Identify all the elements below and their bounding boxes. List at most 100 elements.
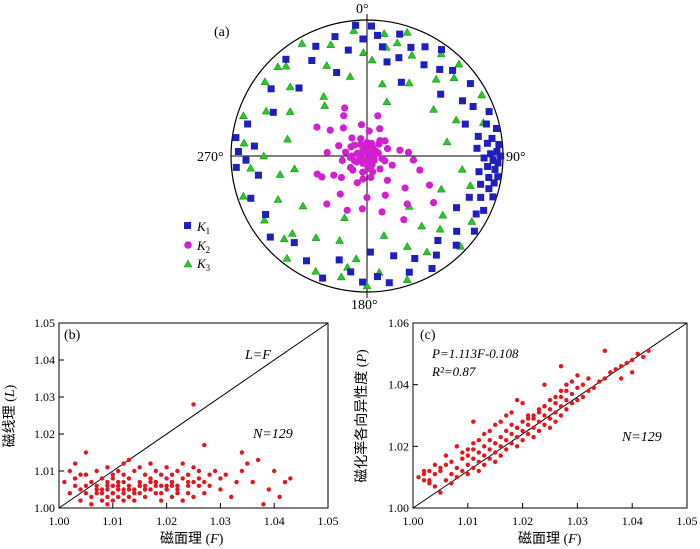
axis-ticks-b: 1.00 1.01 1.02 1.03 1.04 1.05 1.00 1.01 1.02 1.03… — [34, 316, 339, 528]
data-point-c — [498, 434, 503, 440]
y-tick-label-b: 1.01 — [34, 464, 55, 478]
k1-point — [282, 55, 290, 63]
k3-point — [273, 62, 283, 71]
k2-point — [396, 146, 404, 154]
k1-point — [428, 265, 436, 272]
data-point-b — [169, 483, 175, 488]
k1-point — [489, 156, 497, 164]
x-tick-label-c: 1.00 — [403, 514, 424, 528]
data-point-b — [132, 498, 137, 503]
data-point-c — [580, 394, 586, 400]
x-tick-label-b: 1.05 — [318, 514, 339, 528]
k1-point — [437, 90, 445, 98]
k2-point — [369, 168, 377, 176]
k2-point — [337, 173, 345, 182]
k2-point — [357, 121, 366, 129]
data-point-c — [476, 468, 481, 474]
legend-k3-name: K — [196, 256, 207, 271]
data-point-b — [239, 450, 245, 455]
r-squared: R²=0.87 — [431, 364, 476, 379]
k2-point — [336, 190, 344, 198]
y-title-c-open: ( — [355, 362, 370, 371]
sample-count-b: N=129 — [252, 427, 293, 442]
k1-point — [494, 159, 502, 167]
k2-point — [363, 194, 371, 202]
x-title-b-text: 磁面理 — [160, 531, 202, 547]
k3-point — [285, 82, 295, 91]
k1-point — [485, 185, 493, 193]
x-tick-label-c: 1.02 — [512, 514, 533, 528]
data-point-c — [443, 453, 449, 458]
data-point-c — [465, 462, 470, 467]
data-point-c — [580, 382, 586, 387]
k3-point — [238, 191, 248, 200]
data-point-b — [94, 487, 99, 492]
data-point-b — [121, 498, 126, 503]
k2-point — [404, 148, 413, 156]
data-point-c — [416, 475, 421, 480]
k2-point — [369, 144, 377, 152]
data-point-b — [191, 402, 196, 407]
data-point-c — [465, 447, 470, 452]
k2-point — [323, 148, 331, 157]
k3-point — [465, 181, 475, 189]
data-point-c — [558, 413, 564, 418]
x-tick-label-b: 1.04 — [264, 514, 285, 528]
k1-point — [469, 103, 477, 110]
data-point-b — [277, 494, 282, 500]
data-point-b — [202, 442, 207, 448]
k2-point — [381, 137, 389, 145]
k1-point — [250, 142, 258, 150]
data-point-b — [121, 472, 126, 477]
k3-point — [435, 224, 445, 233]
data-point-b — [191, 479, 196, 485]
data-point-c — [509, 441, 514, 446]
k1-point — [254, 171, 262, 179]
data-point-c — [514, 397, 520, 403]
legend-k1-subscript: 1 — [206, 226, 211, 236]
data-point-b — [94, 468, 99, 474]
y-tick-label-b: 1.00 — [34, 501, 55, 515]
data-point-c — [569, 401, 575, 406]
k1-point — [480, 154, 488, 162]
data-point-b — [116, 483, 121, 488]
data-point-c — [525, 431, 531, 437]
data-point-c — [558, 394, 564, 400]
data-point-c — [493, 450, 498, 455]
k2-point — [346, 163, 355, 172]
k3-point — [451, 115, 461, 124]
k2-point — [425, 181, 434, 189]
data-point-b — [169, 472, 175, 477]
data-point-c — [602, 348, 607, 353]
k1-point — [480, 206, 488, 214]
k2-point — [381, 157, 389, 165]
data-point-b — [116, 468, 121, 474]
k3-point — [382, 97, 392, 105]
data-point-b — [132, 468, 137, 474]
y-tick-label-b: 1.02 — [34, 427, 55, 441]
data-point-b — [245, 461, 250, 466]
x-tick-label-c: 1.05 — [677, 514, 698, 528]
k1-point — [485, 108, 493, 116]
k2-point — [403, 200, 411, 208]
data-point-b — [67, 468, 73, 474]
k1-point — [411, 255, 419, 262]
data-point-c — [449, 481, 454, 486]
y-title-c-text: 磁化率各向异性度 — [353, 371, 370, 483]
data-point-b — [164, 465, 169, 470]
k1-point — [234, 148, 242, 155]
k2-point — [383, 145, 392, 153]
k2-point — [383, 176, 391, 184]
data-point-c — [536, 407, 542, 412]
data-point-b — [126, 476, 132, 481]
data-point-c — [575, 373, 580, 378]
data-point-c — [520, 401, 525, 406]
data-point-b — [116, 494, 121, 500]
legend-k2-name: K — [196, 238, 207, 253]
data-point-b — [185, 472, 191, 477]
data-point-b — [159, 472, 164, 477]
k2-point — [358, 205, 366, 213]
data-point-b — [218, 476, 223, 481]
k2-point — [340, 112, 348, 120]
plot-frame-c — [412, 322, 688, 509]
